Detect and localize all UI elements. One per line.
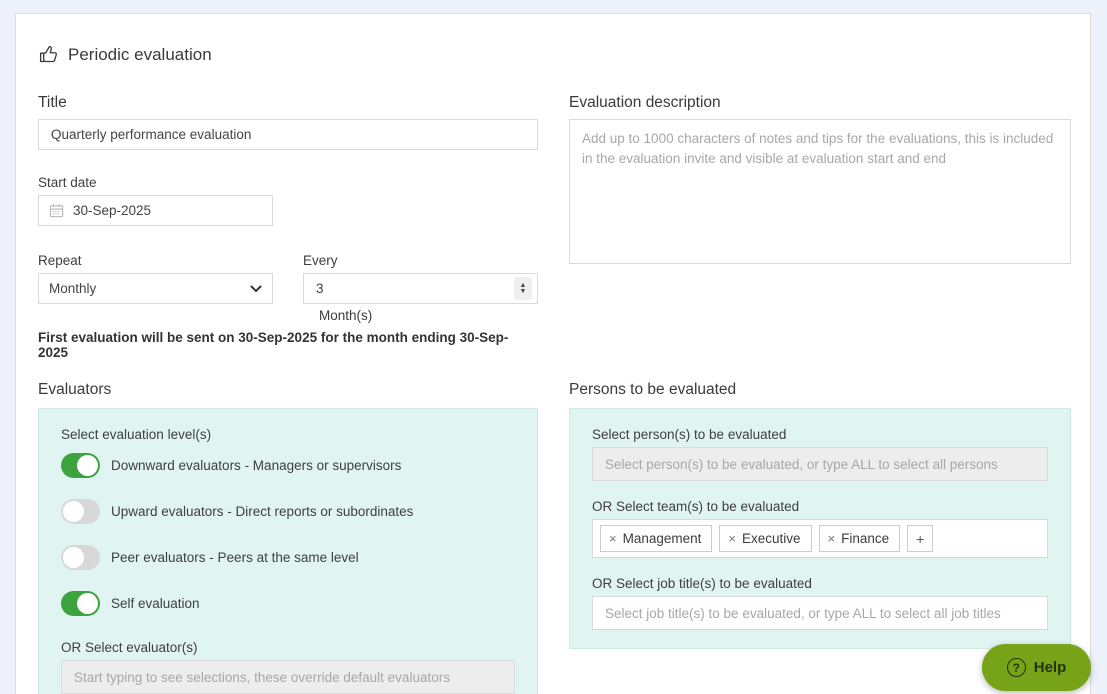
start-date-label: Start date [38,175,97,190]
calendar-icon [49,203,64,218]
toggle-row: Self evaluation [61,580,515,626]
chevron-down-icon [250,285,262,293]
toggle-knob [77,454,98,476]
toggle-knob [63,500,84,522]
stepper-arrows-icon[interactable]: ▲ ▼ [514,277,532,300]
help-button-label: Help [1033,659,1067,676]
title-input[interactable] [38,119,538,150]
toggle-label: Self evaluation [111,595,200,611]
toggle-switch[interactable] [61,544,100,570]
help-button[interactable]: ? Help [982,644,1091,691]
evaluation-levels-label: Select evaluation level(s) [61,427,212,442]
remove-team-icon[interactable]: × [728,531,736,546]
toggle-knob [63,546,84,568]
every-unit-label: Month(s) [319,308,373,323]
toggle-label: Downward evaluators - Managers or superv… [111,457,402,473]
start-date-input[interactable]: 30-Sep-2025 [38,195,273,226]
toggle-row: Downward evaluators - Managers or superv… [61,442,515,488]
select-persons-label: Select person(s) to be evaluated [592,427,787,442]
job-titles-search-input[interactable] [592,596,1048,630]
toggle-switch[interactable] [61,498,100,524]
add-team-button[interactable]: + [907,525,934,552]
description-section: Evaluation description [569,94,1071,269]
evaluators-panel: Select evaluation level(s) Downward eval… [38,408,538,694]
toggle-row: Upward evaluators - Direct reports or su… [61,488,515,534]
every-input[interactable] [304,281,494,296]
repeat-every-row: Repeat Monthly Every ▲▼ Month(s) [38,253,538,323]
remove-team-icon[interactable]: × [827,531,836,546]
description-label: Evaluation description [569,94,721,111]
toggle-label: Peer evaluators - Peers at the same leve… [111,549,359,565]
or-select-evaluators-label: OR Select evaluator(s) [61,640,198,655]
repeat-label: Repeat [38,253,82,268]
select-teams-label: OR Select team(s) to be evaluated [592,499,800,514]
every-label: Every [303,253,338,268]
start-date-value: 30-Sep-2025 [73,203,152,218]
repeat-select[interactable]: Monthly [38,273,273,304]
evaluators-heading: Evaluators [38,381,112,398]
team-chip: × Finance [818,525,901,552]
remove-team-icon[interactable]: × [609,531,617,546]
toggle-list: Downward evaluators - Managers or superv… [61,442,515,626]
persons-heading: Persons to be evaluated [569,381,737,398]
persons-search-input[interactable] [592,447,1048,481]
teams-chip-box[interactable]: × Management × Executive × Finance + [592,519,1048,558]
question-circle-icon: ? [1006,658,1026,677]
team-chip-label: Management [622,531,702,546]
schedule-section: Title Start date 30-Sep-2025 Repeat [38,94,538,360]
title-label: Title [38,94,67,111]
toggle-label: Upward evaluators - Direct reports or su… [111,503,414,519]
first-evaluation-summary: First evaluation will be sent on 30-Sep-… [38,330,509,360]
page-title: Periodic evaluation [68,44,212,64]
team-chip: × Management [600,525,713,552]
page-header: Periodic evaluation [38,44,212,65]
team-chip: × Executive [719,525,812,552]
toggle-switch[interactable] [61,452,100,478]
persons-panel: Select person(s) to be evaluated OR Sele… [569,408,1071,649]
every-stepper: ▲▼ [303,273,538,304]
repeat-selected-value: Monthly [49,281,97,296]
select-job-titles-label: OR Select job title(s) to be evaluated [592,576,812,591]
description-textarea[interactable] [569,119,1071,264]
periodic-evaluation-card: Periodic evaluation Title Start date 30-… [15,13,1091,694]
toggle-row: Peer evaluators - Peers at the same leve… [61,534,515,580]
team-chip-label: Finance [841,531,890,546]
toggle-switch[interactable] [61,590,100,616]
evaluators-search-input[interactable] [61,660,515,694]
toggle-knob [77,592,98,614]
thumbs-up-icon [38,44,59,65]
team-chip-label: Executive [742,531,801,546]
